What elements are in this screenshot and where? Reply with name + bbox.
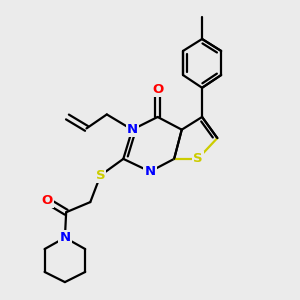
- Text: N: N: [59, 231, 70, 244]
- Text: O: O: [152, 82, 163, 95]
- Text: O: O: [41, 194, 53, 207]
- Text: S: S: [96, 169, 105, 182]
- Text: N: N: [127, 123, 138, 136]
- Text: N: N: [144, 165, 156, 178]
- Text: S: S: [193, 152, 202, 165]
